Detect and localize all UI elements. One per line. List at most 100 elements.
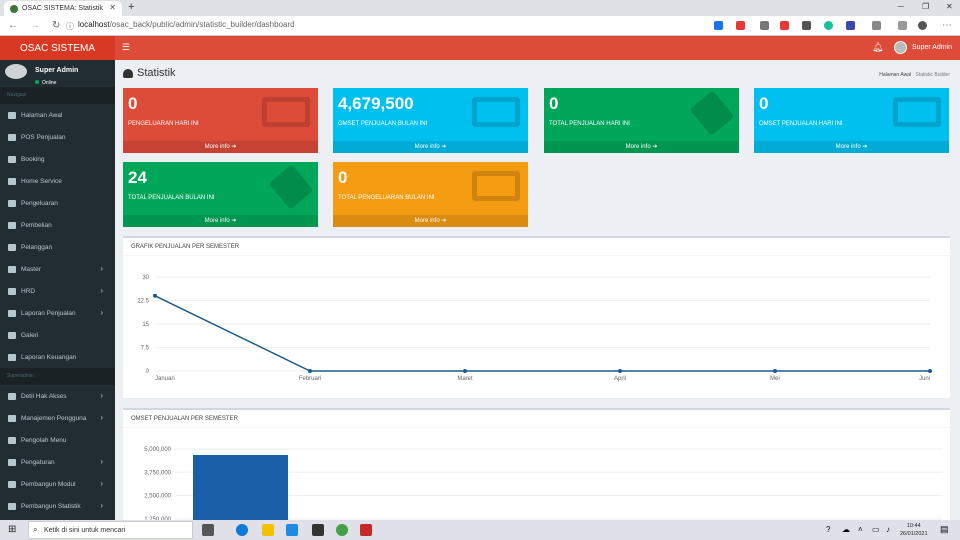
sales-chart-title: GRAFIK PENJUALAN PER SEMESTER <box>123 238 950 256</box>
sidebar-item-pelanggan[interactable]: Pelanggan <box>0 236 115 258</box>
y-tick-label: 22.5 <box>137 299 149 305</box>
y-tick-label: 30 <box>142 275 149 281</box>
task-view-icon[interactable] <box>202 524 214 536</box>
sidebar-item-icon <box>8 155 16 163</box>
sidebar-item-galeri[interactable]: Galeri <box>0 324 115 346</box>
extension-icon[interactable] <box>780 21 789 30</box>
browser-tab[interactable]: OSAC SISTEMA: Statistik ✕ <box>4 1 122 16</box>
money-icon <box>472 97 520 127</box>
avatar[interactable] <box>894 41 907 54</box>
sidebar-item-icon <box>8 502 16 510</box>
taskbar-search[interactable]: ⌕ Ketik di sini untuk mencari <box>28 521 193 539</box>
more-info-link[interactable]: More info ➔ <box>123 141 318 153</box>
chevron-right-icon: › <box>100 286 103 295</box>
volume-icon[interactable]: ♪ <box>886 525 890 534</box>
sidebar-item-pos-penjualan[interactable]: POS Penjualan <box>0 126 115 148</box>
data-point <box>308 369 312 373</box>
terminal-icon[interactable] <box>312 524 324 536</box>
x-tick-label: Februari <box>299 376 321 382</box>
info-icon[interactable]: ⓘ <box>66 22 74 31</box>
minimize-icon[interactable]: ─ <box>898 2 904 11</box>
breadcrumb-home[interactable]: Halaman Awal <box>879 72 912 78</box>
sidebar-item-home-service[interactable]: Home Service <box>0 170 115 192</box>
more-info-link[interactable]: More info ➔ <box>333 215 528 227</box>
arrow-circle-icon: ➔ <box>229 144 237 150</box>
window-close-icon[interactable]: ✕ <box>946 2 953 11</box>
info-box-value: 0 <box>338 168 348 187</box>
url-path: /osac_back/public/admin/statistic_builde… <box>109 20 295 29</box>
extension-icon[interactable] <box>802 21 811 30</box>
sidebar-toggle-icon[interactable]: ☰ <box>122 42 131 52</box>
sidebar-item-pengeluaran[interactable]: Pengeluaran <box>0 192 115 214</box>
sidebar-item-label: Home Service <box>21 177 62 185</box>
sidebar-item-manajemen-pengguna[interactable]: Manajemen Pengguna › <box>0 407 115 429</box>
extension-icon[interactable] <box>736 21 745 30</box>
menu-icon[interactable]: ⋯ <box>942 20 952 31</box>
chrome-icon[interactable] <box>336 524 348 536</box>
clock[interactable]: 10:44 26/01/2021 <box>900 522 928 538</box>
data-point <box>153 293 157 298</box>
info-box: 24 TOTAL PENJUALAN BULAN INI More info ➔ <box>123 162 318 227</box>
network-icon[interactable]: ▭ <box>872 525 880 534</box>
file-explorer-icon[interactable] <box>262 524 274 536</box>
extension-icon[interactable] <box>714 21 723 30</box>
info-box-label: TOTAL PENGELUARAN BULAN INI <box>338 195 435 201</box>
extension-icon[interactable] <box>898 21 907 30</box>
sidebar-item-booking[interactable]: Booking <box>0 148 115 170</box>
sidebar-item-icon <box>8 309 16 317</box>
windows-start-icon[interactable]: ⊞ <box>8 524 17 535</box>
sidebar-item-pengaturan[interactable]: Pengaturan › <box>0 451 115 473</box>
y-tick-label: 1,250,000 <box>144 517 171 523</box>
forward-icon[interactable]: → <box>30 20 40 31</box>
edge-icon[interactable] <box>236 524 248 536</box>
sidebar-item-halaman-awal[interactable]: Halaman Awal <box>0 104 115 126</box>
sidebar-item-icon <box>8 436 16 444</box>
browser-tabbar: OSAC SISTEMA: Statistik ✕ + ─ ❐ ✕ <box>0 0 960 16</box>
more-info-label: More info <box>204 144 230 150</box>
sidebar-item-detil-hak-akses[interactable]: Detil Hak Akses › <box>0 385 115 407</box>
sidebar-item-label: Detil Hak Akses <box>21 392 67 400</box>
restore-icon[interactable]: ❐ <box>922 2 930 11</box>
logo[interactable]: OSAC SISTEMA <box>0 36 115 60</box>
profile-icon[interactable] <box>918 21 927 30</box>
sidebar-item-label: Master <box>21 265 41 273</box>
more-info-link[interactable]: More info ➔ <box>754 141 949 153</box>
reload-icon[interactable]: ↻ <box>52 20 61 31</box>
user-menu[interactable]: Super Admin <box>912 44 953 51</box>
more-info-link[interactable]: More info ➔ <box>333 141 528 153</box>
cloud-icon[interactable]: ☁ <box>842 525 850 534</box>
bell-icon[interactable]: 🔔︎ <box>872 42 884 52</box>
series-line <box>154 295 930 372</box>
help-icon[interactable]: ? <box>826 525 831 534</box>
extension-icon[interactable] <box>872 21 881 30</box>
extension-icon[interactable] <box>760 21 769 30</box>
more-info-label: More info <box>414 144 440 150</box>
more-info-label: More info <box>835 144 861 150</box>
extension-icon[interactable] <box>846 21 855 30</box>
sidebar-item-icon <box>8 414 16 422</box>
sidebar-item-laporan-penjualan[interactable]: Laporan Penjualan › <box>0 302 115 324</box>
sidebar-item-pembangun-modul[interactable]: Pembangun Modul › <box>0 473 115 495</box>
sidebar-item-laporan-keuangan[interactable]: Laporan Keuangan <box>0 346 115 368</box>
sidebar-item-master[interactable]: Master › <box>0 258 115 280</box>
sidebar-item-pengolah-menu[interactable]: Pengolah Menu <box>0 429 115 451</box>
tray-up-icon[interactable]: ˄ <box>858 525 863 534</box>
sidebar-item-pembangun-statistik[interactable]: Pembangun Statistik › <box>0 495 115 517</box>
more-info-link[interactable]: More info ➔ <box>123 215 318 227</box>
data-point <box>773 369 777 373</box>
filezilla-icon[interactable] <box>360 524 372 536</box>
back-icon[interactable]: ← <box>8 20 18 31</box>
sidebar-avatar <box>5 64 27 79</box>
sidebar-item-icon <box>8 133 16 141</box>
sidebar-item-hrd[interactable]: HRD › <box>0 280 115 302</box>
vscode-icon[interactable] <box>286 524 298 536</box>
online-status: Online <box>35 80 56 86</box>
tab-close-icon[interactable]: ✕ <box>109 3 116 12</box>
extension-icon[interactable] <box>824 21 833 30</box>
sidebar-item-pembelian[interactable]: Pembelian <box>0 214 115 236</box>
url-field[interactable]: localhost/osac_back/public/admin/statist… <box>78 20 295 29</box>
info-box-value: 0 <box>759 94 769 113</box>
more-info-link[interactable]: More info ➔ <box>544 141 739 153</box>
new-tab-button[interactable]: + <box>128 1 135 13</box>
notification-icon[interactable]: ▤ <box>940 524 949 534</box>
